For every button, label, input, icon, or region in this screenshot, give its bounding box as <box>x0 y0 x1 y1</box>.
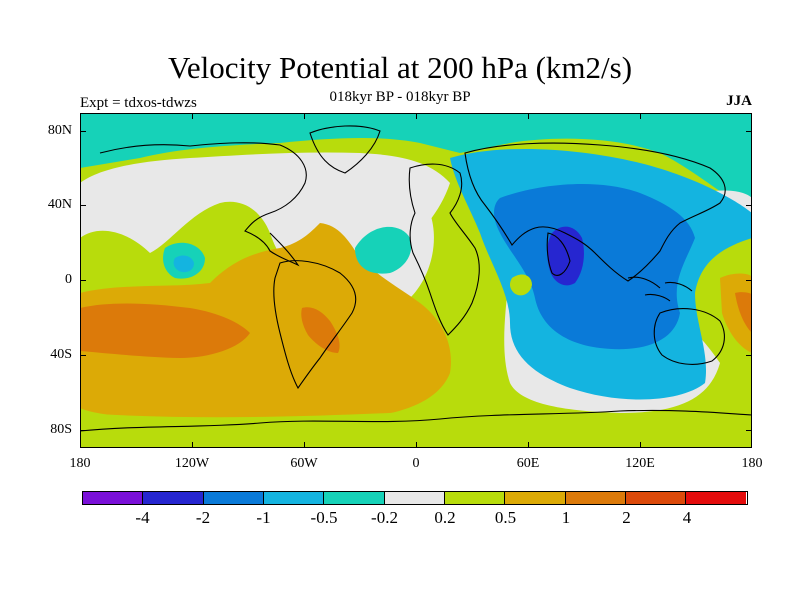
field-pos-africa <box>426 272 443 291</box>
field-positive-core-west <box>80 303 250 358</box>
map-subtitle: 018kyr BP - 018kyr BP <box>329 89 471 105</box>
experiment-label: Expt = tdxos-tdwzs <box>80 95 197 111</box>
field-positive-core-samerica <box>301 307 340 353</box>
lon-tick <box>304 442 305 448</box>
field-positive-pacific <box>80 223 451 421</box>
colorbar-label: 4 <box>682 508 692 527</box>
colorbar-swatch <box>83 492 144 504</box>
lat-label-40n: 40N <box>47 197 72 212</box>
map-title: Velocity Potential at 200 hPa (km2/s) <box>167 50 633 85</box>
lat-tick-right <box>746 280 752 281</box>
lon-tick-top <box>304 113 305 119</box>
colorbar-swatch <box>203 492 264 504</box>
lat-tick <box>80 205 86 206</box>
colorbar-label: 2 <box>622 508 631 527</box>
field-negative-core <box>547 226 584 286</box>
colorbar-swatch <box>505 492 566 504</box>
lon-tick <box>528 442 529 448</box>
coastlines <box>80 125 752 432</box>
lat-tick <box>80 280 86 281</box>
colorbar <box>82 491 748 505</box>
velocity-potential-map <box>80 113 752 448</box>
lat-tick-right <box>746 205 752 206</box>
lon-label-60e: 60E <box>516 456 540 471</box>
field-antarctic <box>80 408 752 448</box>
lon-label-180w: 180 <box>69 456 91 471</box>
map-canvas <box>80 113 752 448</box>
colorbar-swatch <box>444 492 506 504</box>
lon-tick <box>640 442 641 448</box>
season-label: JJA <box>726 93 752 109</box>
colorbar-label: -2 <box>195 508 211 527</box>
lat-tick <box>80 430 86 431</box>
lat-label-40s: 40S <box>50 347 72 362</box>
colorbar-swatch <box>384 492 445 504</box>
lon-tick-top <box>640 113 641 119</box>
colorbar-swatch <box>324 492 385 504</box>
field-neg-eq-pacific-inner <box>173 255 194 273</box>
lon-tick-top <box>416 113 417 119</box>
lon-tick-top <box>528 113 529 119</box>
colorbar-label: -0.5 <box>310 508 338 527</box>
lat-tick-right <box>746 131 752 132</box>
lon-label-60w: 60W <box>290 456 318 471</box>
field-arctic-negative <box>80 113 752 208</box>
lat-tick <box>80 355 86 356</box>
colorbar-label: -4 <box>135 508 150 527</box>
colorbar-swatch <box>686 492 747 504</box>
colorbar-label: 1 <box>561 508 571 527</box>
lat-tick-right <box>746 430 752 431</box>
field-positive-core-east <box>735 292 752 333</box>
lat-tick <box>80 131 86 132</box>
colorbar-label: 0.5 <box>494 508 517 527</box>
lon-label-0: 0 <box>412 456 420 471</box>
lon-tick <box>192 442 193 448</box>
colorbar-label: -1 <box>256 508 271 527</box>
colorbar-swatch <box>263 492 325 504</box>
field-strong-negative <box>494 183 695 350</box>
lat-label-80s: 80S <box>50 422 72 437</box>
lat-label-80n: 80N <box>47 123 72 138</box>
lat-label-0: 0 <box>65 272 72 287</box>
colorbar-label: -0.2 <box>371 508 398 527</box>
field-neg-eq-atlantic <box>355 226 412 274</box>
colorbar-swatch <box>625 492 687 504</box>
lon-label-180e: 180 <box>741 456 763 471</box>
lon-label-120e: 120E <box>625 456 655 471</box>
lon-tick <box>416 442 417 448</box>
colorbar-swatch <box>143 492 204 504</box>
colorbar-swatch <box>565 492 626 504</box>
lon-label-120w: 120W <box>174 456 210 471</box>
colorbar-label: 0.2 <box>434 508 456 527</box>
lat-tick-right <box>746 355 752 356</box>
lon-tick-top <box>192 113 193 119</box>
field-pos-arabian <box>509 274 532 296</box>
